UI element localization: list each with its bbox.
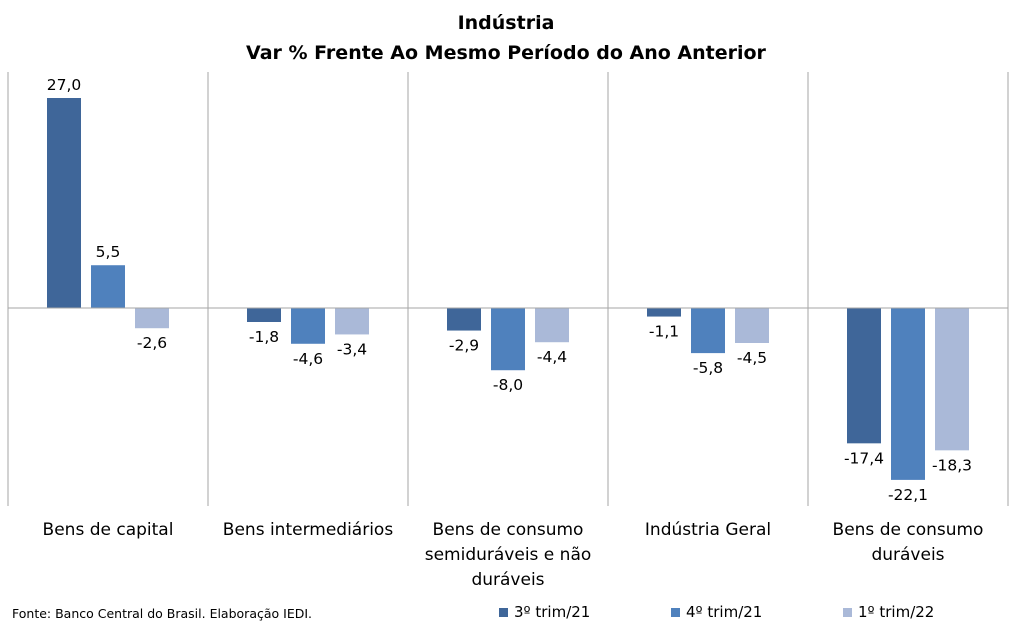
bar bbox=[647, 308, 681, 317]
bar bbox=[691, 308, 725, 354]
category-label: Bens de consumo duráveis bbox=[832, 520, 984, 565]
legend-swatch bbox=[499, 607, 508, 617]
data-label: -4,4 bbox=[537, 348, 567, 366]
legend-item: 3º trim/21 bbox=[499, 603, 590, 621]
bar bbox=[491, 308, 525, 371]
legend-item: 1º trim/22 bbox=[843, 603, 934, 621]
data-label: -2,9 bbox=[449, 337, 479, 355]
legend-item: 4º trim/21 bbox=[671, 603, 762, 621]
data-label: -3,4 bbox=[337, 340, 367, 358]
data-label: 5,5 bbox=[96, 243, 121, 261]
data-label: -8,0 bbox=[493, 376, 523, 394]
source-note: Fonte: Banco Central do Brasil. Elaboraç… bbox=[12, 606, 312, 621]
category-label: Bens intermediários bbox=[222, 520, 394, 540]
bar bbox=[535, 308, 569, 343]
bar bbox=[47, 98, 81, 308]
legend-label: 1º trim/22 bbox=[858, 603, 935, 621]
chart-subtitle: Var % Frente Ao Mesmo Período do Ano Ant… bbox=[246, 42, 766, 64]
bar bbox=[91, 265, 125, 308]
data-label: -4,6 bbox=[293, 350, 323, 368]
bar bbox=[735, 308, 769, 343]
data-label: -4,5 bbox=[737, 349, 767, 367]
data-label: -22,1 bbox=[888, 486, 928, 504]
data-label: -1,8 bbox=[249, 328, 279, 346]
data-label: -18,3 bbox=[932, 456, 972, 474]
category-label: Bens de consumo semiduráveis e não duráv… bbox=[424, 520, 592, 590]
legend-label: 4º trim/21 bbox=[686, 603, 763, 621]
legend-swatch bbox=[671, 607, 680, 617]
data-label: -17,4 bbox=[844, 449, 884, 467]
bar bbox=[447, 308, 481, 331]
category-label: Indústria Geral bbox=[644, 520, 772, 540]
data-label: 27,0 bbox=[47, 76, 82, 94]
bar bbox=[935, 308, 969, 451]
data-label: -1,1 bbox=[649, 323, 679, 341]
category-label: Bens de capital bbox=[42, 520, 174, 540]
bar bbox=[891, 308, 925, 480]
bar bbox=[135, 308, 169, 329]
bar bbox=[291, 308, 325, 344]
chart-title: Indústria bbox=[457, 12, 555, 34]
bar bbox=[847, 308, 881, 444]
bar bbox=[247, 308, 281, 322]
data-label: -2,6 bbox=[137, 334, 167, 352]
data-label: -5,8 bbox=[693, 359, 723, 377]
legend-label: 3º trim/21 bbox=[514, 603, 591, 621]
legend-swatch bbox=[843, 607, 852, 617]
bar bbox=[335, 308, 369, 335]
